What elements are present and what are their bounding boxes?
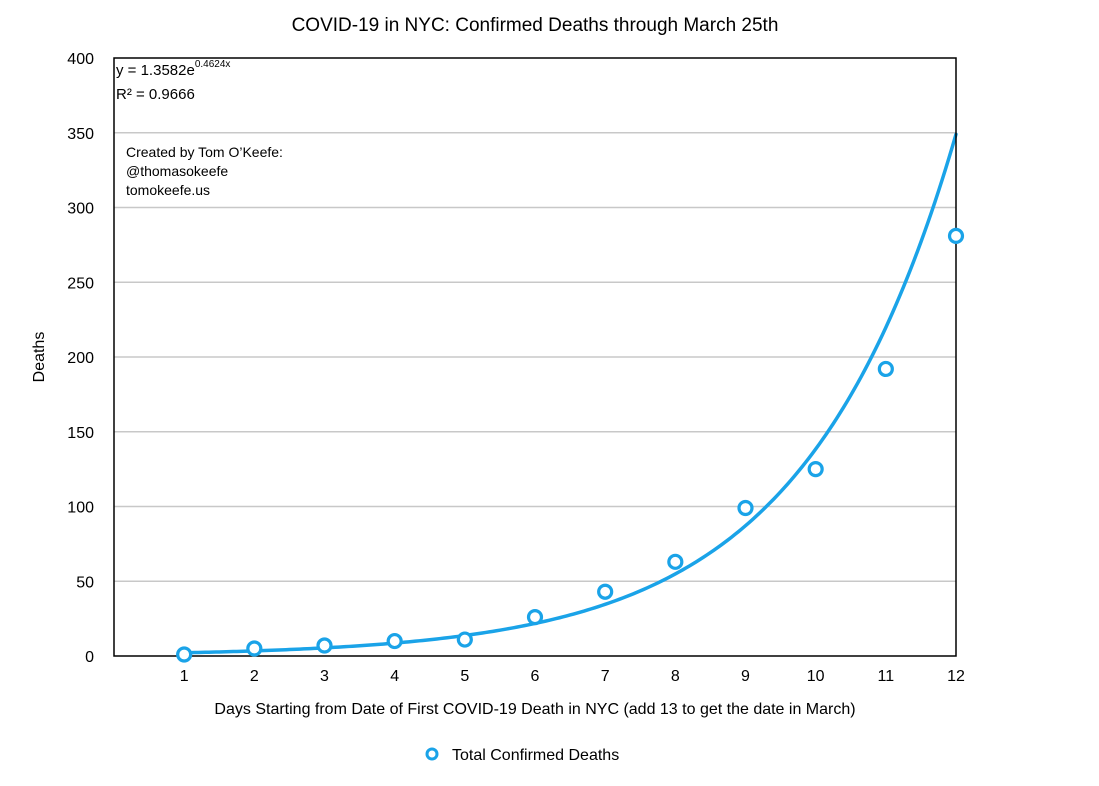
x-tick-label: 1 <box>180 668 189 685</box>
y-axis-label: Deaths <box>31 332 48 383</box>
x-tick-label: 6 <box>531 668 540 685</box>
credit-annotation: Created by Tom O’Keefe: @thomasokeefe to… <box>126 143 283 200</box>
y-tick-label: 0 <box>85 649 94 666</box>
equation-base: y = 1.3582e <box>116 62 195 79</box>
y-tick-label: 50 <box>76 574 94 591</box>
x-tick-label: 4 <box>390 668 399 685</box>
y-tick-label: 250 <box>67 275 94 292</box>
y-axis-ticks: 0 50 100 150 200 250 300 350 400 <box>67 51 94 666</box>
x-tick-label: 12 <box>947 668 965 685</box>
x-tick-label: 7 <box>601 668 610 685</box>
data-point <box>386 632 403 650</box>
y-tick-label: 150 <box>67 425 94 442</box>
legend: Total Confirmed Deaths <box>425 747 619 764</box>
equation-exponent: 0.4624x <box>194 59 231 70</box>
x-tick-label: 5 <box>460 668 469 685</box>
x-axis-label: Days Starting from Date of First COVID-1… <box>214 701 855 718</box>
data-point <box>737 499 754 517</box>
trendline-equation: y = 1.3582e0.4624x <box>116 59 231 79</box>
x-tick-label: 2 <box>250 668 259 685</box>
x-tick-label: 9 <box>741 668 750 685</box>
credit-line-handle: @thomasokeefe <box>126 163 229 179</box>
chart-title: COVID-19 in NYC: Confirmed Deaths throug… <box>292 15 779 36</box>
data-point <box>456 631 473 648</box>
data-point <box>947 227 965 245</box>
credit-line-website: tomokeefe.us <box>126 182 211 198</box>
data-point <box>246 640 263 657</box>
x-axis-ticks: 1 2 3 4 5 6 7 8 9 10 11 12 <box>180 668 965 685</box>
x-tick-label: 3 <box>320 668 329 685</box>
y-tick-label: 100 <box>67 500 94 517</box>
data-point <box>807 461 824 478</box>
legend-label: Total Confirmed Deaths <box>452 747 619 764</box>
plot-frame <box>113 57 957 657</box>
y-tick-label: 350 <box>67 126 94 143</box>
legend-marker <box>425 747 439 761</box>
y-tick-label: 200 <box>67 350 94 367</box>
r-squared-value: R² = 0.9666 <box>116 86 195 103</box>
y-tick-label: 400 <box>67 51 94 68</box>
data-point <box>316 637 333 654</box>
data-point <box>176 646 193 663</box>
grid-lines <box>114 132 956 582</box>
data-point <box>526 609 544 626</box>
data-point <box>597 583 614 600</box>
data-point <box>667 553 684 570</box>
credit-line-name: Created by Tom O’Keefe: <box>126 144 283 160</box>
y-tick-label: 300 <box>67 201 94 218</box>
x-tick-label: 11 <box>878 668 895 685</box>
x-tick-label: 8 <box>671 668 680 685</box>
x-tick-label: 10 <box>807 668 825 685</box>
data-points <box>176 227 965 663</box>
trendline <box>182 132 958 655</box>
data-point <box>877 360 894 378</box>
